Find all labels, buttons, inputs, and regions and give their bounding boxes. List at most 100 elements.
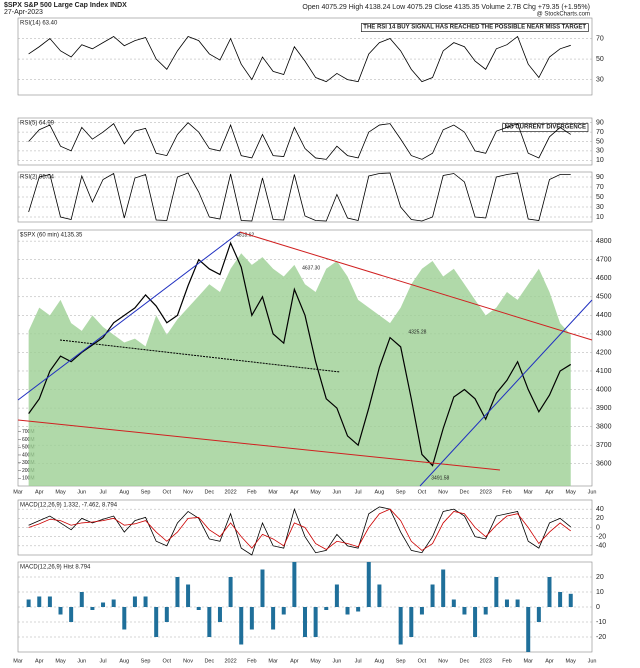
x-tick-label: 2022	[224, 489, 236, 495]
line	[28, 241, 572, 467]
hist-bar	[154, 607, 159, 637]
x-tick-label: Feb	[247, 489, 256, 495]
x-tick-label: May	[310, 658, 321, 664]
x-tick-label: Jun	[77, 658, 86, 664]
hist-bar	[228, 577, 233, 607]
y-tick-label: 40	[596, 506, 604, 513]
panel	[17, 17, 593, 96]
watermark: @ StockCharts.com	[537, 12, 590, 18]
x-tick-label: Nov	[438, 658, 448, 664]
hist-bar	[430, 584, 435, 607]
y-tick-label: 50	[596, 56, 604, 63]
y-tick-label: 30	[596, 204, 604, 211]
x-tick-label: Aug	[375, 658, 385, 664]
annotation: THE RSI 14 BUY SIGNAL HAS REACHED THE PO…	[363, 25, 586, 31]
hist-bar	[494, 577, 499, 607]
x-tick-label: Sep	[396, 658, 406, 664]
x-tick-label: Dec	[204, 658, 214, 664]
x-tick-label: Aug	[119, 658, 129, 664]
x-tick-label: Dec	[460, 489, 470, 495]
x-tick-label: Feb	[247, 658, 256, 664]
x-tick-label: Mar	[268, 658, 278, 664]
line	[28, 122, 571, 160]
x-tick-label: Mar	[523, 489, 533, 495]
hist-bar	[186, 584, 191, 607]
y-tick-label: 0	[596, 604, 600, 611]
y-tick-label: -10	[596, 619, 606, 626]
line	[28, 508, 571, 551]
price-annotation: 4325.28	[408, 330, 426, 336]
y-tick-label: 4500	[596, 294, 612, 301]
x-tick-label: Oct	[418, 658, 427, 664]
hist-bar	[356, 607, 361, 612]
x-tick-label: Jun	[588, 489, 597, 495]
hist-bar	[164, 607, 169, 622]
hist-bar	[483, 607, 488, 615]
x-tick-label: Oct	[418, 489, 427, 495]
y-tick-label: 20	[596, 574, 604, 581]
x-tick-label: Nov	[183, 658, 193, 664]
hist-bar	[175, 577, 180, 607]
quote: Open 4075.29 High 4138.24 Low 4075.29 Cl…	[302, 4, 590, 11]
y-tick-label: 70	[596, 184, 604, 191]
y-tick-label: 3600	[596, 461, 612, 468]
x-tick-label: Apr	[290, 658, 299, 664]
y-tick-label: 70	[596, 129, 604, 136]
y-tick-label: 70	[596, 35, 604, 42]
hist-bar	[207, 607, 212, 637]
x-tick-label: Jul	[355, 489, 362, 495]
y-tick-label: 30	[596, 76, 604, 83]
x-tick-label: Mar	[13, 658, 23, 664]
hist-bar	[504, 599, 509, 607]
x-tick-label: Oct	[163, 489, 172, 495]
x-tick-label: Dec	[204, 489, 214, 495]
panel-title: MACD(12,26,9) 1.332, -7.462, 8.794	[20, 503, 118, 509]
y-tick-label: 4800	[596, 238, 612, 245]
hist-bar	[249, 607, 254, 630]
y-tick-label: 10	[596, 214, 604, 221]
y-tick-label: 3700	[596, 442, 612, 449]
hist-bar	[568, 593, 573, 607]
x-tick-label: Mar	[13, 489, 23, 495]
hist-bar	[334, 584, 339, 607]
x-tick-label: Dec	[460, 658, 470, 664]
x-tick-label: Sep	[396, 489, 406, 495]
hist-bar	[526, 607, 531, 652]
hist-bar	[281, 607, 286, 615]
x-tick-label: Oct	[163, 658, 172, 664]
hist-bar	[451, 599, 456, 607]
x-tick-label: Apr	[545, 658, 554, 664]
y-tick-label: 90	[596, 120, 604, 127]
y2-tick-label: 600M	[22, 437, 35, 443]
hist-bar	[26, 599, 31, 607]
hist-bar	[462, 607, 467, 615]
hist-bar	[111, 599, 116, 607]
hist-bar	[441, 569, 446, 607]
hist-bar	[292, 562, 297, 607]
x-tick-label: Feb	[502, 658, 511, 664]
y-tick-label: -40	[596, 543, 606, 550]
y-tick-label: -20	[596, 534, 606, 541]
y-tick-label: 50	[596, 138, 604, 145]
y-tick-label: 90	[596, 174, 604, 181]
hist-bar	[409, 607, 414, 637]
line	[28, 506, 571, 556]
y-tick-label: 3800	[596, 423, 612, 430]
hist-bar	[366, 562, 371, 607]
y2-tick-label: 100M	[22, 476, 35, 482]
hist-bar	[271, 607, 276, 630]
x-tick-label: Sep	[141, 489, 151, 495]
hist-bar	[345, 607, 350, 615]
line	[28, 172, 571, 222]
y-tick-label: 10	[596, 589, 604, 596]
price-annotation: 4818.62	[236, 232, 254, 238]
annotation: NO CURRENT DIVERGENCE	[505, 125, 586, 131]
x-tick-label: Jul	[100, 658, 107, 664]
x-tick-label: Aug	[119, 489, 129, 495]
y-tick-label: 4300	[596, 331, 612, 338]
hist-bar	[515, 599, 520, 607]
annotation-box	[360, 23, 589, 32]
panel-title: RSI(2) 95.04	[20, 175, 55, 181]
